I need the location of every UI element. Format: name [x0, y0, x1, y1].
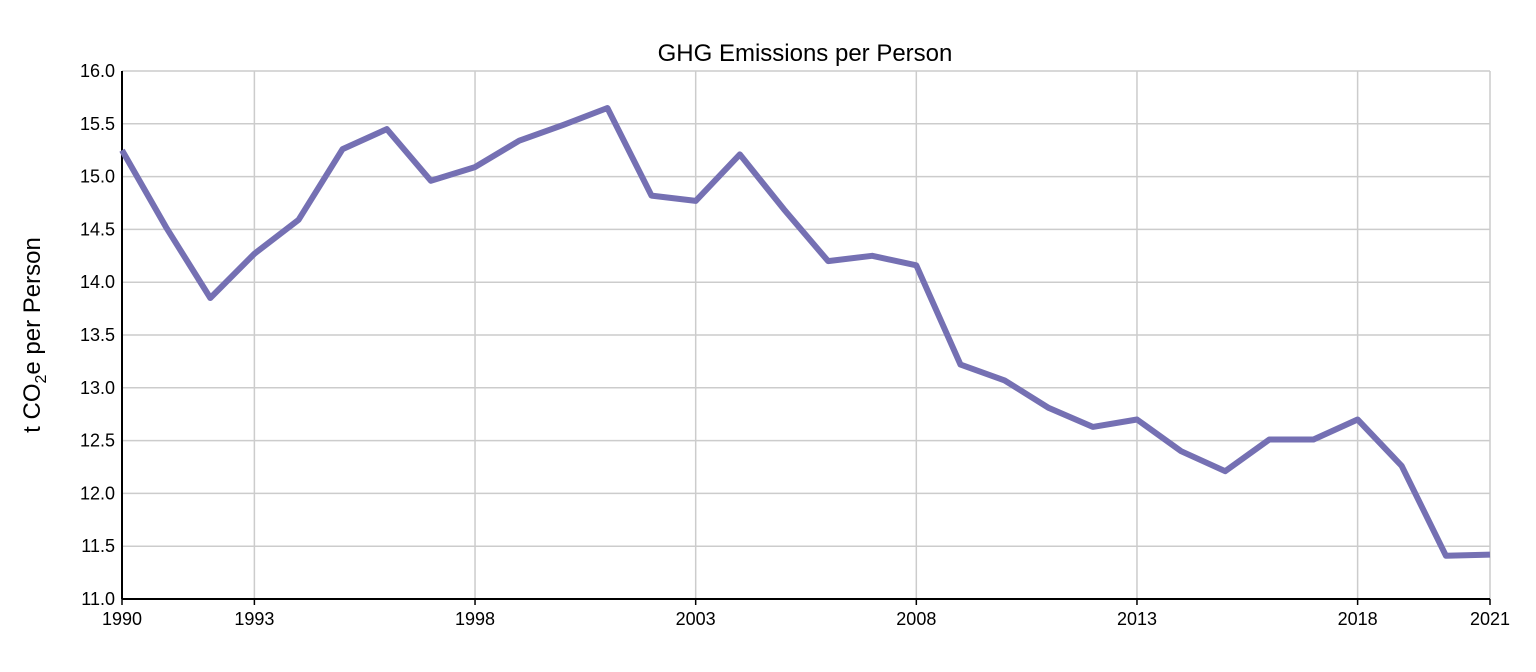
- x-tick-label: 2021: [1470, 609, 1510, 629]
- x-tick-label: 1998: [455, 609, 495, 629]
- x-tick-label: 2018: [1338, 609, 1378, 629]
- y-tick-label: 13.0: [80, 378, 115, 398]
- y-tick-label: 11.5: [81, 536, 115, 556]
- y-tick-label: 15.0: [80, 167, 115, 187]
- y-tick-label: 12.5: [80, 431, 115, 451]
- grid: [121, 70, 1491, 600]
- y-tick-label: 15.5: [80, 114, 115, 134]
- x-tick-label: 2008: [896, 609, 936, 629]
- y-tick-label: 12.0: [80, 483, 115, 503]
- x-axis-ticks: 1990 1993 1998 2003 2008 2013 2018 2021: [102, 609, 1510, 629]
- y-tick-label: 14.0: [80, 272, 115, 292]
- y-axis-label-subscript: 2: [33, 374, 50, 383]
- series-line: [119, 105, 1491, 559]
- series: [119, 105, 1491, 559]
- y-axis-ticks: 11.0 11.5 12.0 12.5 13.0 13.5 14.0 14.5 15.0 15.5…: [80, 61, 115, 609]
- x-tick-label: 1993: [234, 609, 274, 629]
- chart-title: GHG Emissions per Person: [658, 40, 953, 67]
- y-axis-label-suffix: e per Person: [19, 237, 46, 374]
- x-tick-label: 1990: [102, 609, 142, 629]
- x-tick-label: 2003: [676, 609, 716, 629]
- y-tick-label: 13.5: [80, 325, 115, 345]
- y-axis-label-prefix: t CO: [19, 383, 46, 432]
- x-tick-label: 2013: [1117, 609, 1157, 629]
- y-tick-label: 14.5: [80, 219, 115, 239]
- axes: [121, 71, 1491, 605]
- y-axis-label: t CO2e per Person: [19, 237, 50, 433]
- y-tick-label: 11.0: [81, 589, 115, 609]
- y-tick-label: 16.0: [80, 61, 115, 81]
